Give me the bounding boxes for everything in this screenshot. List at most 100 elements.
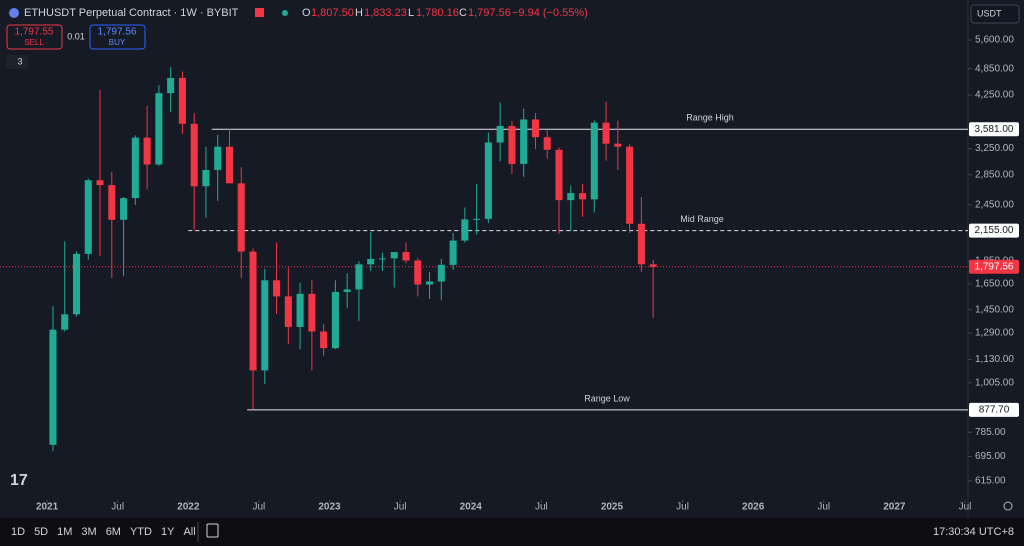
candle-body (520, 119, 528, 164)
o-value: 1,807.50 (311, 7, 354, 19)
candle-body (649, 264, 657, 267)
y-tick-label: 1,650.00 (975, 279, 1014, 290)
candle-body (120, 198, 128, 220)
y-tick-label: 1,130.00 (975, 354, 1014, 365)
y-tick-label: 4,850.00 (975, 63, 1014, 74)
range-button[interactable]: All (183, 526, 195, 538)
range-button[interactable]: 1M (57, 526, 72, 538)
candle-body (178, 77, 186, 124)
x-tick-label: 2024 (460, 502, 483, 513)
x-tick-label: 2022 (177, 502, 200, 513)
candle-body (131, 137, 139, 199)
y-tick-label: 3,250.00 (975, 143, 1014, 154)
sell-price: 1,797.55 (15, 27, 54, 38)
candle-body (155, 93, 163, 165)
buy-label: BUY (109, 38, 126, 47)
y-tick-label: 1,450.00 (975, 304, 1014, 315)
range-button[interactable]: 1Y (161, 526, 175, 538)
y-tick-label: 785.00 (975, 427, 1006, 438)
candle-body (437, 264, 445, 282)
candle-body (531, 119, 539, 138)
range-button[interactable]: 1D (11, 526, 25, 538)
x-tick-label: Jul (676, 502, 689, 513)
settings-icon[interactable] (1003, 501, 1013, 511)
candle-body (484, 142, 492, 219)
level-tag (969, 122, 1019, 137)
x-tick-label: 2023 (318, 502, 341, 513)
quantity: 0.01 (67, 31, 85, 41)
candle-body (367, 258, 375, 265)
change: −9.94 (−0.55%) (512, 7, 588, 19)
x-tick-label: 2021 (36, 502, 59, 513)
candle-body (508, 125, 516, 164)
x-tick-label: Jul (817, 502, 830, 513)
buy-price: 1,797.56 (98, 27, 137, 38)
x-tick-label: 2025 (601, 502, 624, 513)
candle-body (402, 252, 410, 261)
candle-body (590, 122, 598, 200)
candle-body (261, 280, 269, 371)
candle-body (626, 146, 634, 224)
symbol-icon (9, 8, 19, 18)
x-tick-label: Jul (111, 502, 124, 513)
buy-button[interactable] (89, 24, 146, 50)
level-tag-label: 877.70 (979, 405, 1010, 416)
currency-select[interactable] (970, 4, 1020, 24)
range-button[interactable]: 5D (34, 526, 48, 538)
level-tag (969, 223, 1019, 238)
chart-title: ETHUSDT Perpetual Contract · 1W · BYBIT (24, 7, 239, 19)
sell-label: SELL (24, 38, 44, 47)
candle-body (320, 331, 328, 349)
candle-body (473, 218, 481, 220)
candle-body (378, 258, 386, 260)
sell-button[interactable] (6, 24, 63, 50)
candle-body (355, 264, 363, 290)
x-tick-label: Jul (959, 502, 972, 513)
plot: 5,600.00 4,850.00 4,250.00 3,250.00 2,850.00… (0, 35, 1019, 513)
level-label: Range High (686, 113, 734, 123)
candle-body (296, 293, 304, 327)
price-axis (968, 0, 1024, 518)
candle-body (214, 146, 222, 170)
candle-body (579, 193, 587, 200)
candle-body (273, 280, 281, 297)
candle-body (308, 293, 316, 332)
x-tick-label: Jul (394, 502, 407, 513)
candle-body (461, 219, 469, 241)
range-button[interactable]: 6M (106, 526, 121, 538)
candle-body (343, 289, 351, 292)
candle-body (190, 123, 198, 187)
level-tag (969, 402, 1019, 417)
range-button[interactable]: YTD (130, 526, 152, 538)
y-tick-label: 5,600.00 (975, 35, 1014, 46)
candle-body (72, 253, 81, 315)
candle-body (61, 314, 69, 330)
x-tick-label: 2027 (883, 502, 906, 513)
last-price-tag (969, 259, 1019, 274)
x-tick-label: Jul (253, 502, 266, 513)
y-tick-label: 1,005.00 (975, 378, 1014, 389)
candle-body (202, 169, 210, 187)
indicator-toggle[interactable] (6, 55, 28, 69)
range-button[interactable]: 3M (81, 526, 96, 538)
y-tick-label: 2,850.00 (975, 169, 1014, 180)
y-tick-label: 615.00 (975, 476, 1006, 487)
candle-body (543, 137, 551, 150)
candle-body (167, 77, 175, 94)
h-value: 1,833.23 (364, 7, 407, 19)
indicator-count: 3 (17, 56, 22, 66)
level-tag-label: 3,581.00 (975, 124, 1014, 135)
date-range-icon[interactable] (206, 523, 219, 538)
clock: 17:30:34 UTC+8 (933, 526, 1014, 538)
x-tick-label: 2026 (742, 502, 765, 513)
candle-body (496, 125, 504, 143)
candle-body (84, 180, 92, 254)
candle-body (284, 296, 292, 327)
candle-body (426, 281, 434, 285)
candle-body (637, 223, 645, 265)
candle-body (225, 146, 234, 184)
l-value: 1,780.16 (416, 7, 459, 19)
